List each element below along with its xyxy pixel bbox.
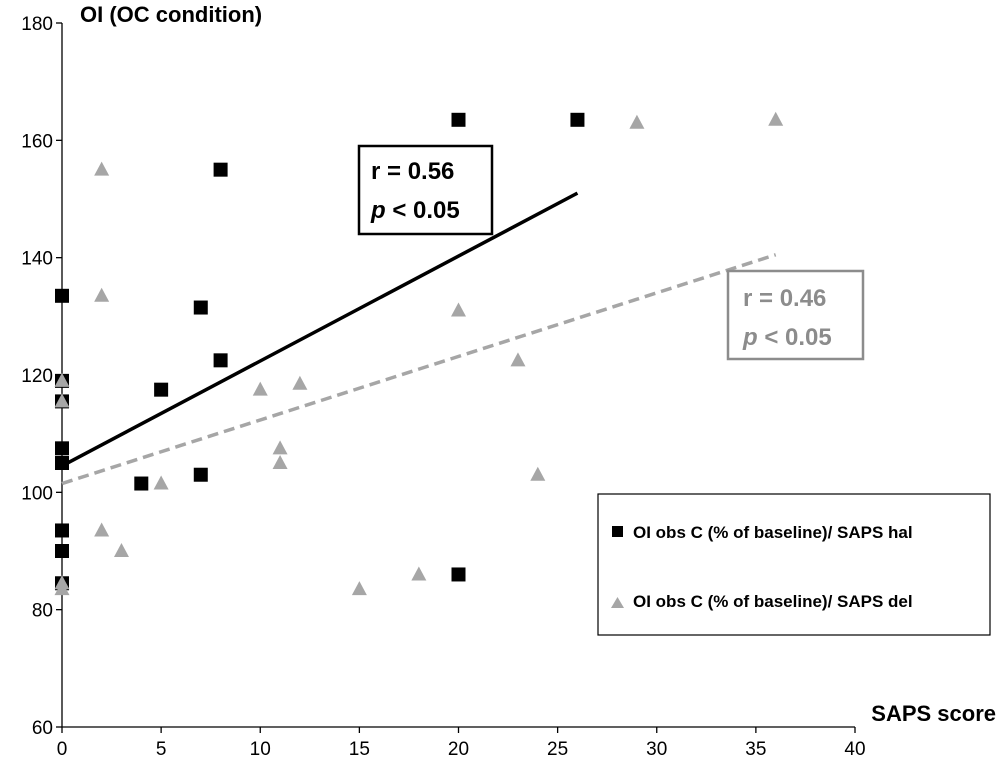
- point-square: [213, 162, 228, 177]
- point-triangle: [272, 440, 288, 455]
- point-triangle: [94, 287, 110, 302]
- x-tick-label: 10: [250, 739, 271, 760]
- point-triangle: [54, 372, 70, 387]
- x-tick-label: 15: [349, 739, 370, 760]
- point-triangle: [411, 566, 427, 581]
- x-axis-title: SAPS score: [871, 701, 996, 726]
- point-square: [55, 544, 69, 558]
- stats-hal-r: r = 0.56: [371, 158, 454, 185]
- y-tick-label: 120: [21, 366, 53, 387]
- point-square: [55, 441, 69, 456]
- legend-frame: [597, 493, 991, 636]
- x-tick-label: 25: [547, 739, 568, 760]
- trendline-hal: [61, 191, 579, 468]
- stats-del-r: r = 0.46: [743, 285, 826, 312]
- point-triangle: [54, 581, 70, 596]
- point-triangle: [351, 581, 367, 596]
- point-triangle: [629, 114, 645, 129]
- legend-square-icon: [612, 526, 623, 537]
- point-square: [55, 288, 69, 303]
- point-triangle: [113, 543, 129, 557]
- x-tick-label: 0: [57, 739, 68, 760]
- point-square: [451, 567, 466, 582]
- y-tick-label: 60: [32, 718, 53, 739]
- point-triangle: [54, 393, 70, 408]
- point-triangle: [292, 375, 308, 390]
- y-tick-label: 100: [21, 483, 53, 504]
- x-tick-label: 30: [646, 739, 667, 760]
- legend-triangle-icon: [611, 597, 624, 608]
- y-tick-label: 80: [32, 601, 53, 622]
- point-square: [570, 112, 585, 127]
- point-triangle: [153, 475, 169, 490]
- stats-box-del-frame: [726, 269, 865, 361]
- x-tick-label: 5: [156, 739, 167, 760]
- stats-box-hal: r = 0.56 p < 0.05: [357, 144, 494, 236]
- point-square: [193, 467, 208, 482]
- point-triangle: [94, 161, 110, 176]
- axes: 60 80 100 120 140 160 180 0 5 10 15 20 25 30 35 40: [21, 14, 865, 760]
- y-tick-label: 140: [21, 249, 53, 270]
- stats-del-p-value: < 0.05: [758, 324, 832, 351]
- point-triangle: [272, 455, 288, 469]
- point-square: [193, 300, 208, 315]
- y-axis-title: OI (OC condition): [80, 2, 262, 27]
- stats-box-hal-frame: [357, 144, 494, 236]
- point-triangle: [530, 466, 546, 481]
- x-tick-label: 40: [844, 739, 865, 760]
- stats-hal-p-symbol: p: [370, 197, 386, 224]
- x-tick-label: 35: [745, 739, 766, 760]
- stats-hal-p-value: < 0.05: [386, 197, 460, 224]
- y-tick-label: 180: [21, 14, 53, 35]
- legend-label-hal: OI obs C (% of baseline)/ SAPS hal: [633, 523, 913, 542]
- data-points: [54, 111, 784, 596]
- point-triangle: [768, 111, 784, 126]
- point-square: [451, 112, 466, 127]
- point-triangle: [510, 352, 526, 367]
- point-square: [55, 523, 69, 538]
- point-square: [154, 382, 169, 397]
- stats-hal-p: p < 0.05: [370, 197, 460, 224]
- stats-del-p: p < 0.05: [742, 324, 832, 351]
- point-triangle: [94, 522, 110, 537]
- point-square: [213, 353, 228, 368]
- point-triangle: [252, 381, 268, 396]
- legend-label-del: OI obs C (% of baseline)/ SAPS del: [633, 592, 913, 611]
- point-square: [55, 456, 69, 470]
- point-square: [134, 476, 149, 491]
- stats-box-del: r = 0.46 p < 0.05: [726, 269, 865, 361]
- point-triangle: [451, 302, 466, 317]
- y-tick-label: 160: [21, 131, 53, 152]
- x-tick-label: 20: [448, 739, 469, 760]
- trendlines: [61, 191, 777, 486]
- legend: OI obs C (% of baseline)/ SAPS hal OI ob…: [597, 493, 991, 636]
- stats-del-p-symbol: p: [742, 324, 758, 351]
- trendline-del: [61, 253, 777, 486]
